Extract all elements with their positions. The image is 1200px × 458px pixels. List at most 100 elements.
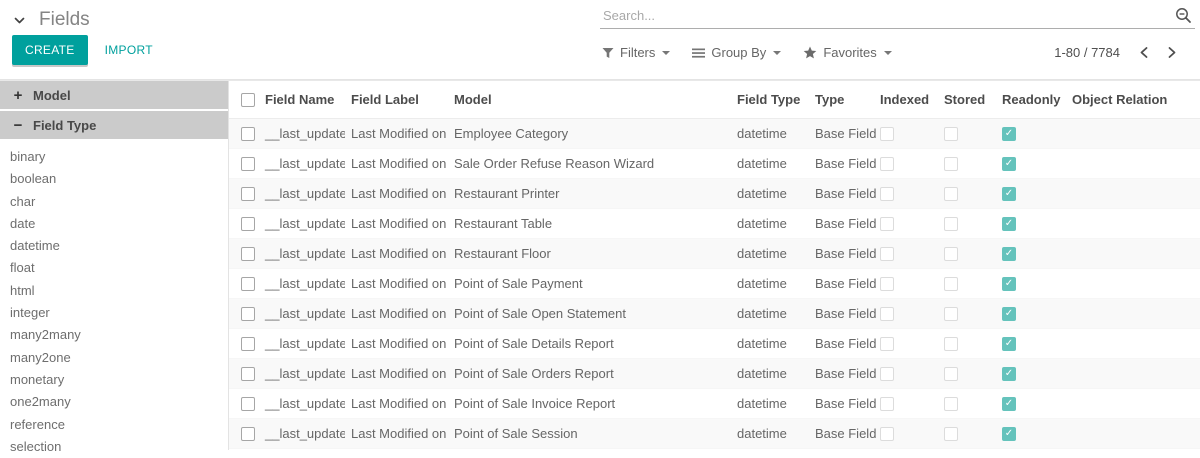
column-header-field-type[interactable]: Field Type — [731, 81, 809, 119]
row-select-checkbox[interactable] — [241, 396, 255, 411]
indexed-checkbox[interactable] — [880, 186, 894, 201]
indexed-checkbox[interactable] — [880, 276, 894, 291]
indexed-checkbox[interactable] — [880, 336, 894, 351]
field-type-item[interactable]: boolean — [10, 171, 57, 187]
table-row[interactable]: __last_update Last Modified on Employee … — [229, 118, 1200, 148]
pager-next-button[interactable] — [1162, 44, 1182, 61]
row-select-checkbox[interactable] — [241, 216, 255, 231]
stored-checkbox[interactable] — [944, 246, 958, 261]
expand-plus-icon: + — [13, 86, 23, 104]
column-header-field-label[interactable]: Field Label — [345, 81, 448, 119]
stored-checkbox[interactable] — [944, 426, 958, 441]
indexed-checkbox[interactable] — [880, 396, 894, 411]
field-type-item[interactable]: char — [10, 193, 36, 209]
row-select-cell — [229, 328, 259, 358]
row-select-checkbox[interactable] — [241, 426, 255, 441]
field-type-item[interactable]: binary — [10, 149, 46, 164]
stored-checkbox[interactable] — [944, 126, 958, 141]
stored-checkbox[interactable] — [944, 276, 958, 291]
indexed-checkbox[interactable] — [880, 126, 894, 141]
readonly-checkbox[interactable] — [1002, 306, 1016, 321]
table-row[interactable]: __last_update Last Modified on Restauran… — [229, 178, 1200, 208]
create-button[interactable]: CREATE — [12, 35, 88, 65]
select-all-checkbox[interactable] — [241, 93, 255, 108]
table-row[interactable]: __last_update Last Modified on Point of … — [229, 418, 1200, 448]
cell-type: Base Field — [815, 305, 876, 321]
row-select-checkbox[interactable] — [241, 336, 255, 351]
readonly-checkbox[interactable] — [1002, 126, 1016, 141]
sidebar-group-field-type[interactable]: − Field Type — [0, 111, 228, 139]
row-select-checkbox[interactable] — [241, 306, 255, 321]
row-select-checkbox[interactable] — [241, 156, 255, 171]
column-header-readonly[interactable]: Readonly — [998, 81, 1068, 119]
field-type-item[interactable]: many2many — [10, 327, 81, 343]
row-select-checkbox[interactable] — [241, 366, 255, 381]
column-header-object-relation[interactable]: Object Relation — [1068, 81, 1200, 119]
pager: 1-80 / 7784 — [1054, 44, 1182, 61]
field-type-item[interactable]: datetime — [10, 238, 60, 254]
indexed-checkbox[interactable] — [880, 216, 894, 231]
stored-checkbox[interactable] — [944, 156, 958, 171]
readonly-checkbox[interactable] — [1002, 186, 1016, 201]
indexed-checkbox[interactable] — [880, 306, 894, 321]
table-body: __last_update Last Modified on Employee … — [229, 118, 1200, 448]
stored-checkbox[interactable] — [944, 366, 958, 381]
readonly-checkbox[interactable] — [1002, 246, 1016, 261]
group-by-menu-label: Group By — [711, 45, 767, 60]
field-type-item[interactable]: selection — [10, 438, 62, 454]
column-header-indexed[interactable]: Indexed — [876, 81, 940, 119]
column-header-stored[interactable]: Stored — [940, 81, 998, 119]
indexed-checkbox[interactable] — [880, 246, 894, 261]
table-row[interactable]: __last_update Last Modified on Restauran… — [229, 208, 1200, 238]
readonly-checkbox[interactable] — [1002, 426, 1016, 441]
chevron-down-icon[interactable] — [12, 13, 26, 27]
table-row[interactable]: __last_update Last Modified on Point of … — [229, 268, 1200, 298]
pager-previous-button[interactable] — [1134, 44, 1154, 61]
indexed-checkbox[interactable] — [880, 156, 894, 171]
row-select-checkbox[interactable] — [241, 246, 255, 261]
indexed-checkbox[interactable] — [880, 426, 894, 441]
search-input[interactable] — [600, 8, 1175, 25]
table-row[interactable]: __last_update Last Modified on Point of … — [229, 328, 1200, 358]
favorites-menu-button[interactable]: Favorites — [801, 42, 893, 63]
field-type-item[interactable]: html — [10, 282, 35, 298]
readonly-checkbox[interactable] — [1002, 216, 1016, 231]
stored-checkbox[interactable] — [944, 336, 958, 351]
table-row[interactable]: __last_update Last Modified on Sale Orde… — [229, 148, 1200, 178]
stored-checkbox[interactable] — [944, 216, 958, 231]
sidebar-group-model[interactable]: + Model — [0, 81, 228, 109]
table-row[interactable]: __last_update Last Modified on Point of … — [229, 388, 1200, 418]
cell-indexed — [876, 118, 940, 148]
readonly-checkbox[interactable] — [1002, 366, 1016, 381]
filters-menu-button[interactable]: Filters — [600, 42, 672, 63]
readonly-checkbox[interactable] — [1002, 276, 1016, 291]
readonly-checkbox[interactable] — [1002, 336, 1016, 351]
field-type-item[interactable]: one2many — [10, 394, 71, 410]
stored-checkbox[interactable] — [944, 306, 958, 321]
indexed-checkbox[interactable] — [880, 366, 894, 381]
cell-stored — [940, 118, 998, 148]
row-select-checkbox[interactable] — [241, 126, 255, 141]
field-type-item[interactable]: many2one — [10, 349, 71, 365]
table-row[interactable]: __last_update Last Modified on Point of … — [229, 358, 1200, 388]
field-type-item[interactable]: float — [10, 260, 35, 276]
column-header-model[interactable]: Model — [448, 81, 731, 119]
import-button[interactable]: IMPORT — [103, 35, 155, 65]
row-select-checkbox[interactable] — [241, 186, 255, 201]
readonly-checkbox[interactable] — [1002, 396, 1016, 411]
search-minus-icon[interactable] — [1175, 7, 1195, 26]
field-type-item[interactable]: monetary — [10, 371, 65, 387]
table-row[interactable]: __last_update Last Modified on Restauran… — [229, 238, 1200, 268]
cell-model: Restaurant Table — [454, 215, 553, 231]
group-by-menu-button[interactable]: Group By — [690, 42, 783, 63]
stored-checkbox[interactable] — [944, 186, 958, 201]
field-type-item[interactable]: date — [10, 215, 36, 231]
row-select-checkbox[interactable] — [241, 276, 255, 291]
field-type-item[interactable]: integer — [10, 305, 50, 321]
table-row[interactable]: __last_update Last Modified on Point of … — [229, 298, 1200, 328]
column-header-type[interactable]: Type — [809, 81, 876, 119]
stored-checkbox[interactable] — [944, 396, 958, 411]
readonly-checkbox[interactable] — [1002, 156, 1016, 171]
field-type-item[interactable]: reference — [10, 416, 65, 432]
column-header-field-name[interactable]: Field Name — [259, 81, 345, 119]
